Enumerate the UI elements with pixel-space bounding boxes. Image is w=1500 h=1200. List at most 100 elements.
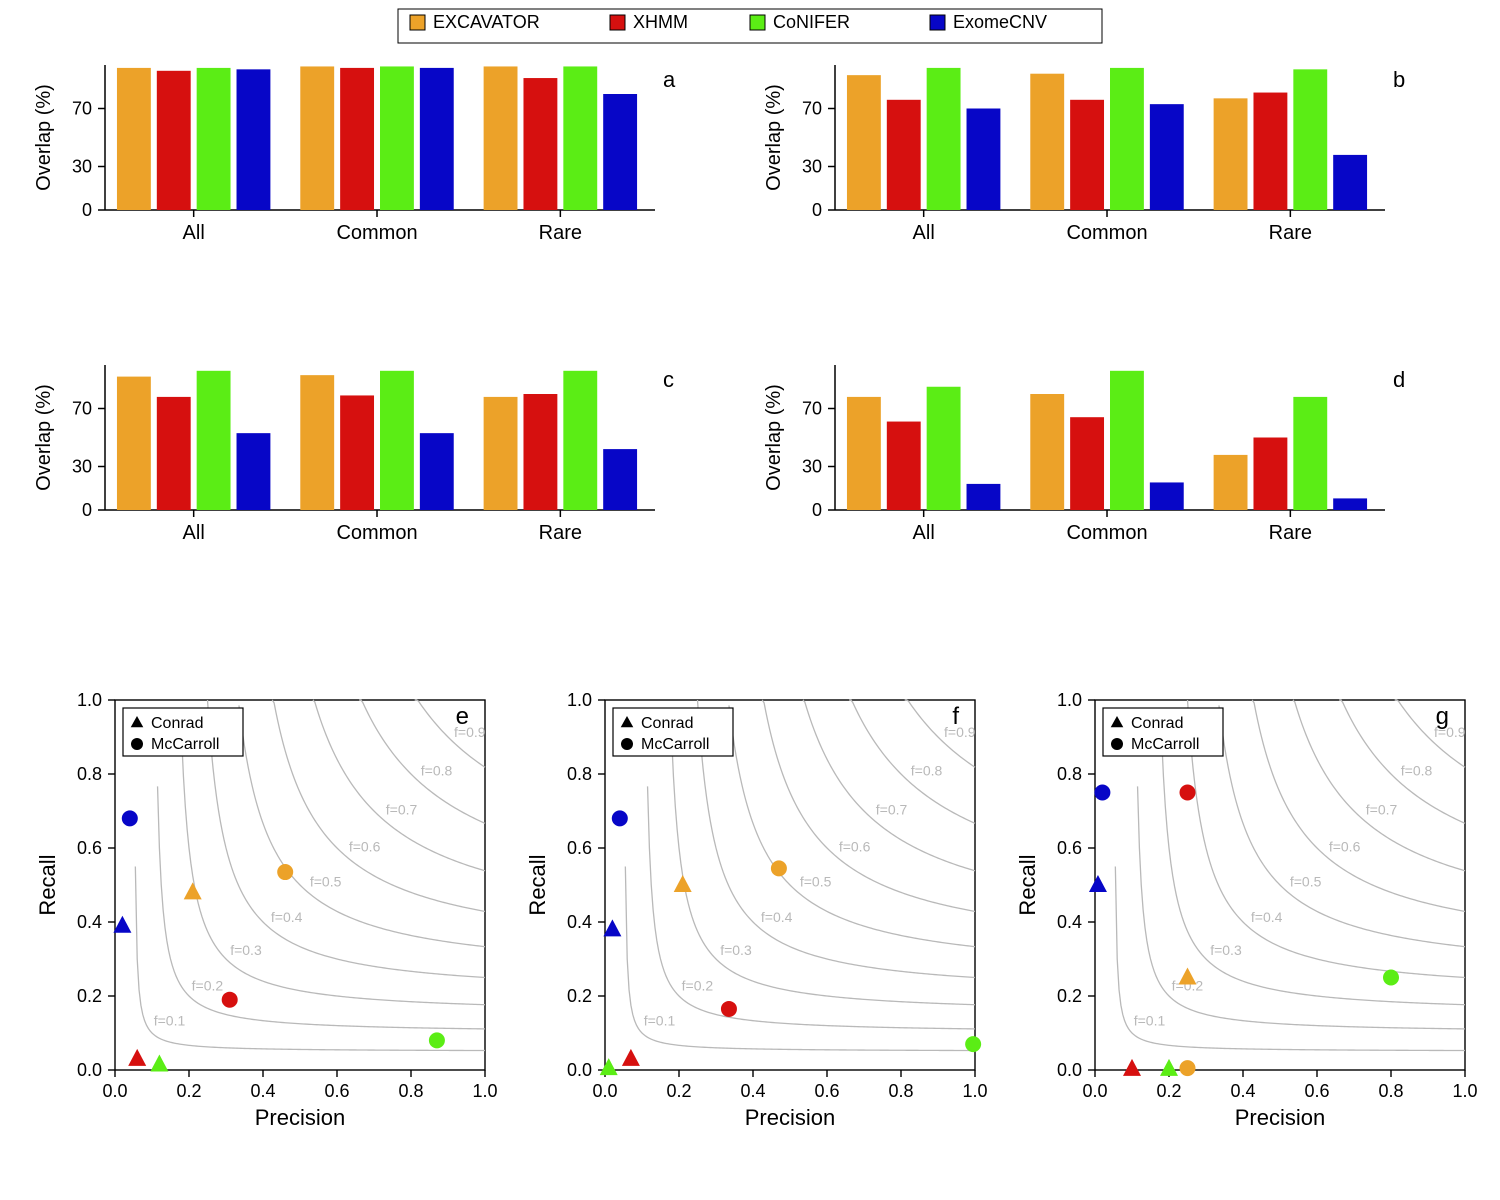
iso-f-label: f=0.2 — [682, 977, 714, 993]
bar-c-common-xhmm — [340, 395, 374, 510]
xcat-label: Rare — [1269, 522, 1312, 544]
bar-panel-c: 03070Overlap (%)AllCommonRarec — [33, 365, 674, 544]
bar-d-rare-exomecnv — [1333, 498, 1367, 510]
bar-c-rare-conifer — [563, 371, 597, 510]
ylabel: Recall — [525, 854, 550, 915]
iso-f-label: f=0.3 — [230, 942, 262, 958]
xtick-label: 0.4 — [1230, 1081, 1255, 1101]
point-f-conifer-circle — [965, 1036, 981, 1052]
bar-c-rare-excavator — [484, 397, 518, 510]
bar-b-rare-excavator — [1214, 98, 1248, 210]
bar-b-common-exomecnv — [1150, 104, 1184, 210]
iso-f-curve — [208, 700, 486, 978]
ytick-label: 30 — [72, 157, 92, 177]
ytick-label: 30 — [72, 457, 92, 477]
iso-f-label: f=0.7 — [386, 802, 418, 818]
bar-d-all-exomecnv — [967, 484, 1001, 510]
bar-d-all-xhmm — [887, 422, 921, 510]
xlabel: Precision — [745, 1105, 835, 1130]
bar-d-common-exomecnv — [1150, 482, 1184, 510]
iso-f-label: f=0.6 — [1329, 839, 1361, 855]
xtick-label: 1.0 — [962, 1081, 987, 1101]
bar-d-all-conifer — [927, 387, 961, 510]
bar-a-all-conifer — [197, 68, 231, 210]
point-g-excavator-circle — [1180, 1060, 1196, 1076]
ytick-label: 70 — [72, 399, 92, 419]
point-e-xhmm-triangle — [128, 1049, 146, 1066]
bar-a-rare-exomecnv — [603, 94, 637, 210]
ytick-label: 70 — [802, 399, 822, 419]
point-f-xhmm-triangle — [622, 1049, 640, 1066]
bar-a-common-exomecnv — [420, 68, 454, 210]
xcat-label: All — [183, 222, 205, 244]
bar-d-common-conifer — [1110, 371, 1144, 510]
bar-c-common-excavator — [300, 375, 334, 510]
xcat-label: Common — [1066, 522, 1147, 544]
bar-a-rare-conifer — [563, 66, 597, 210]
xcat-label: All — [913, 222, 935, 244]
iso-f-label: f=0.5 — [310, 874, 342, 890]
xcat-label: Common — [1066, 222, 1147, 244]
panel-label-e: e — [456, 703, 469, 730]
legend-marker-circle-icon — [131, 738, 143, 750]
xtick-label: 1.0 — [472, 1081, 497, 1101]
bar-b-all-exomecnv — [967, 109, 1001, 211]
ytick-label: 1.0 — [1057, 690, 1082, 710]
iso-f-label: f=0.1 — [1134, 1012, 1166, 1028]
bar-c-rare-xhmm — [523, 394, 557, 510]
xtick-label: 0.8 — [398, 1081, 423, 1101]
iso-f-label: f=0.7 — [876, 802, 908, 818]
xtick-label: 0.4 — [740, 1081, 765, 1101]
bar-a-rare-xhmm — [523, 78, 557, 210]
xtick-label: 0.8 — [888, 1081, 913, 1101]
iso-f-label: f=0.4 — [271, 909, 303, 925]
xtick-label: 0.6 — [1304, 1081, 1329, 1101]
xtick-label: 0.2 — [666, 1081, 691, 1101]
panel-label-g: g — [1436, 703, 1449, 730]
ytick-label: 70 — [72, 99, 92, 119]
ylabel: Recall — [35, 854, 60, 915]
bar-panel-a: 03070Overlap (%)AllCommonRarea — [33, 65, 676, 244]
iso-f-label: f=0.4 — [761, 909, 793, 925]
point-g-xhmm-circle — [1180, 785, 1196, 801]
xlabel: Precision — [1235, 1105, 1325, 1130]
panel-label-c: c — [663, 367, 674, 392]
iso-f-label: f=0.8 — [1401, 763, 1433, 779]
xlabel: Precision — [255, 1105, 345, 1130]
legend-swatch-conifer — [750, 15, 765, 30]
ytick-label: 0.6 — [567, 838, 592, 858]
ytick-label: 1.0 — [567, 690, 592, 710]
ytick-label: 30 — [802, 157, 822, 177]
xcat-label: Rare — [539, 222, 582, 244]
ytick-label: 0.4 — [1057, 912, 1082, 932]
ytick-label: 0.2 — [1057, 986, 1082, 1006]
ylabel: Overlap (%) — [763, 84, 785, 191]
scatter-panel-f: f=0.1f=0.2f=0.3f=0.4f=0.5f=0.6f=0.7f=0.8… — [525, 690, 988, 1130]
figure-root: EXCAVATORXHMMCoNIFERExomeCNV03070Overlap… — [0, 0, 1500, 1200]
point-e-conifer-triangle — [150, 1054, 168, 1071]
point-g-exomecnv-triangle — [1089, 875, 1107, 892]
legend-label-conifer: CoNIFER — [773, 12, 850, 32]
point-f-xhmm-circle — [721, 1001, 737, 1017]
ytick-label: 70 — [802, 99, 822, 119]
legend-swatch-xhmm — [610, 15, 625, 30]
point-g-xhmm-triangle — [1123, 1059, 1141, 1076]
bar-a-all-xhmm — [157, 71, 191, 210]
iso-f-curve — [698, 700, 976, 978]
xtick-label: 1.0 — [1452, 1081, 1477, 1101]
xtick-label: 0.0 — [592, 1081, 617, 1101]
bar-a-all-exomecnv — [237, 69, 271, 210]
xcat-label: Common — [336, 222, 417, 244]
bar-a-common-xhmm — [340, 68, 374, 210]
xtick-label: 0.0 — [102, 1081, 127, 1101]
bar-c-rare-exomecnv — [603, 449, 637, 510]
legend-label-excavator: EXCAVATOR — [433, 12, 540, 32]
legend-label-conrad: Conrad — [151, 715, 203, 732]
iso-f-label: f=0.6 — [839, 839, 871, 855]
bar-panel-d: 03070Overlap (%)AllCommonRared — [763, 365, 1405, 544]
iso-f-label: f=0.4 — [1251, 909, 1283, 925]
ytick-label: 1.0 — [77, 690, 102, 710]
iso-f-label: f=0.3 — [1210, 942, 1242, 958]
scatter-panel-e: f=0.1f=0.2f=0.3f=0.4f=0.5f=0.6f=0.7f=0.8… — [35, 690, 498, 1130]
ytick-label: 0.0 — [567, 1060, 592, 1080]
